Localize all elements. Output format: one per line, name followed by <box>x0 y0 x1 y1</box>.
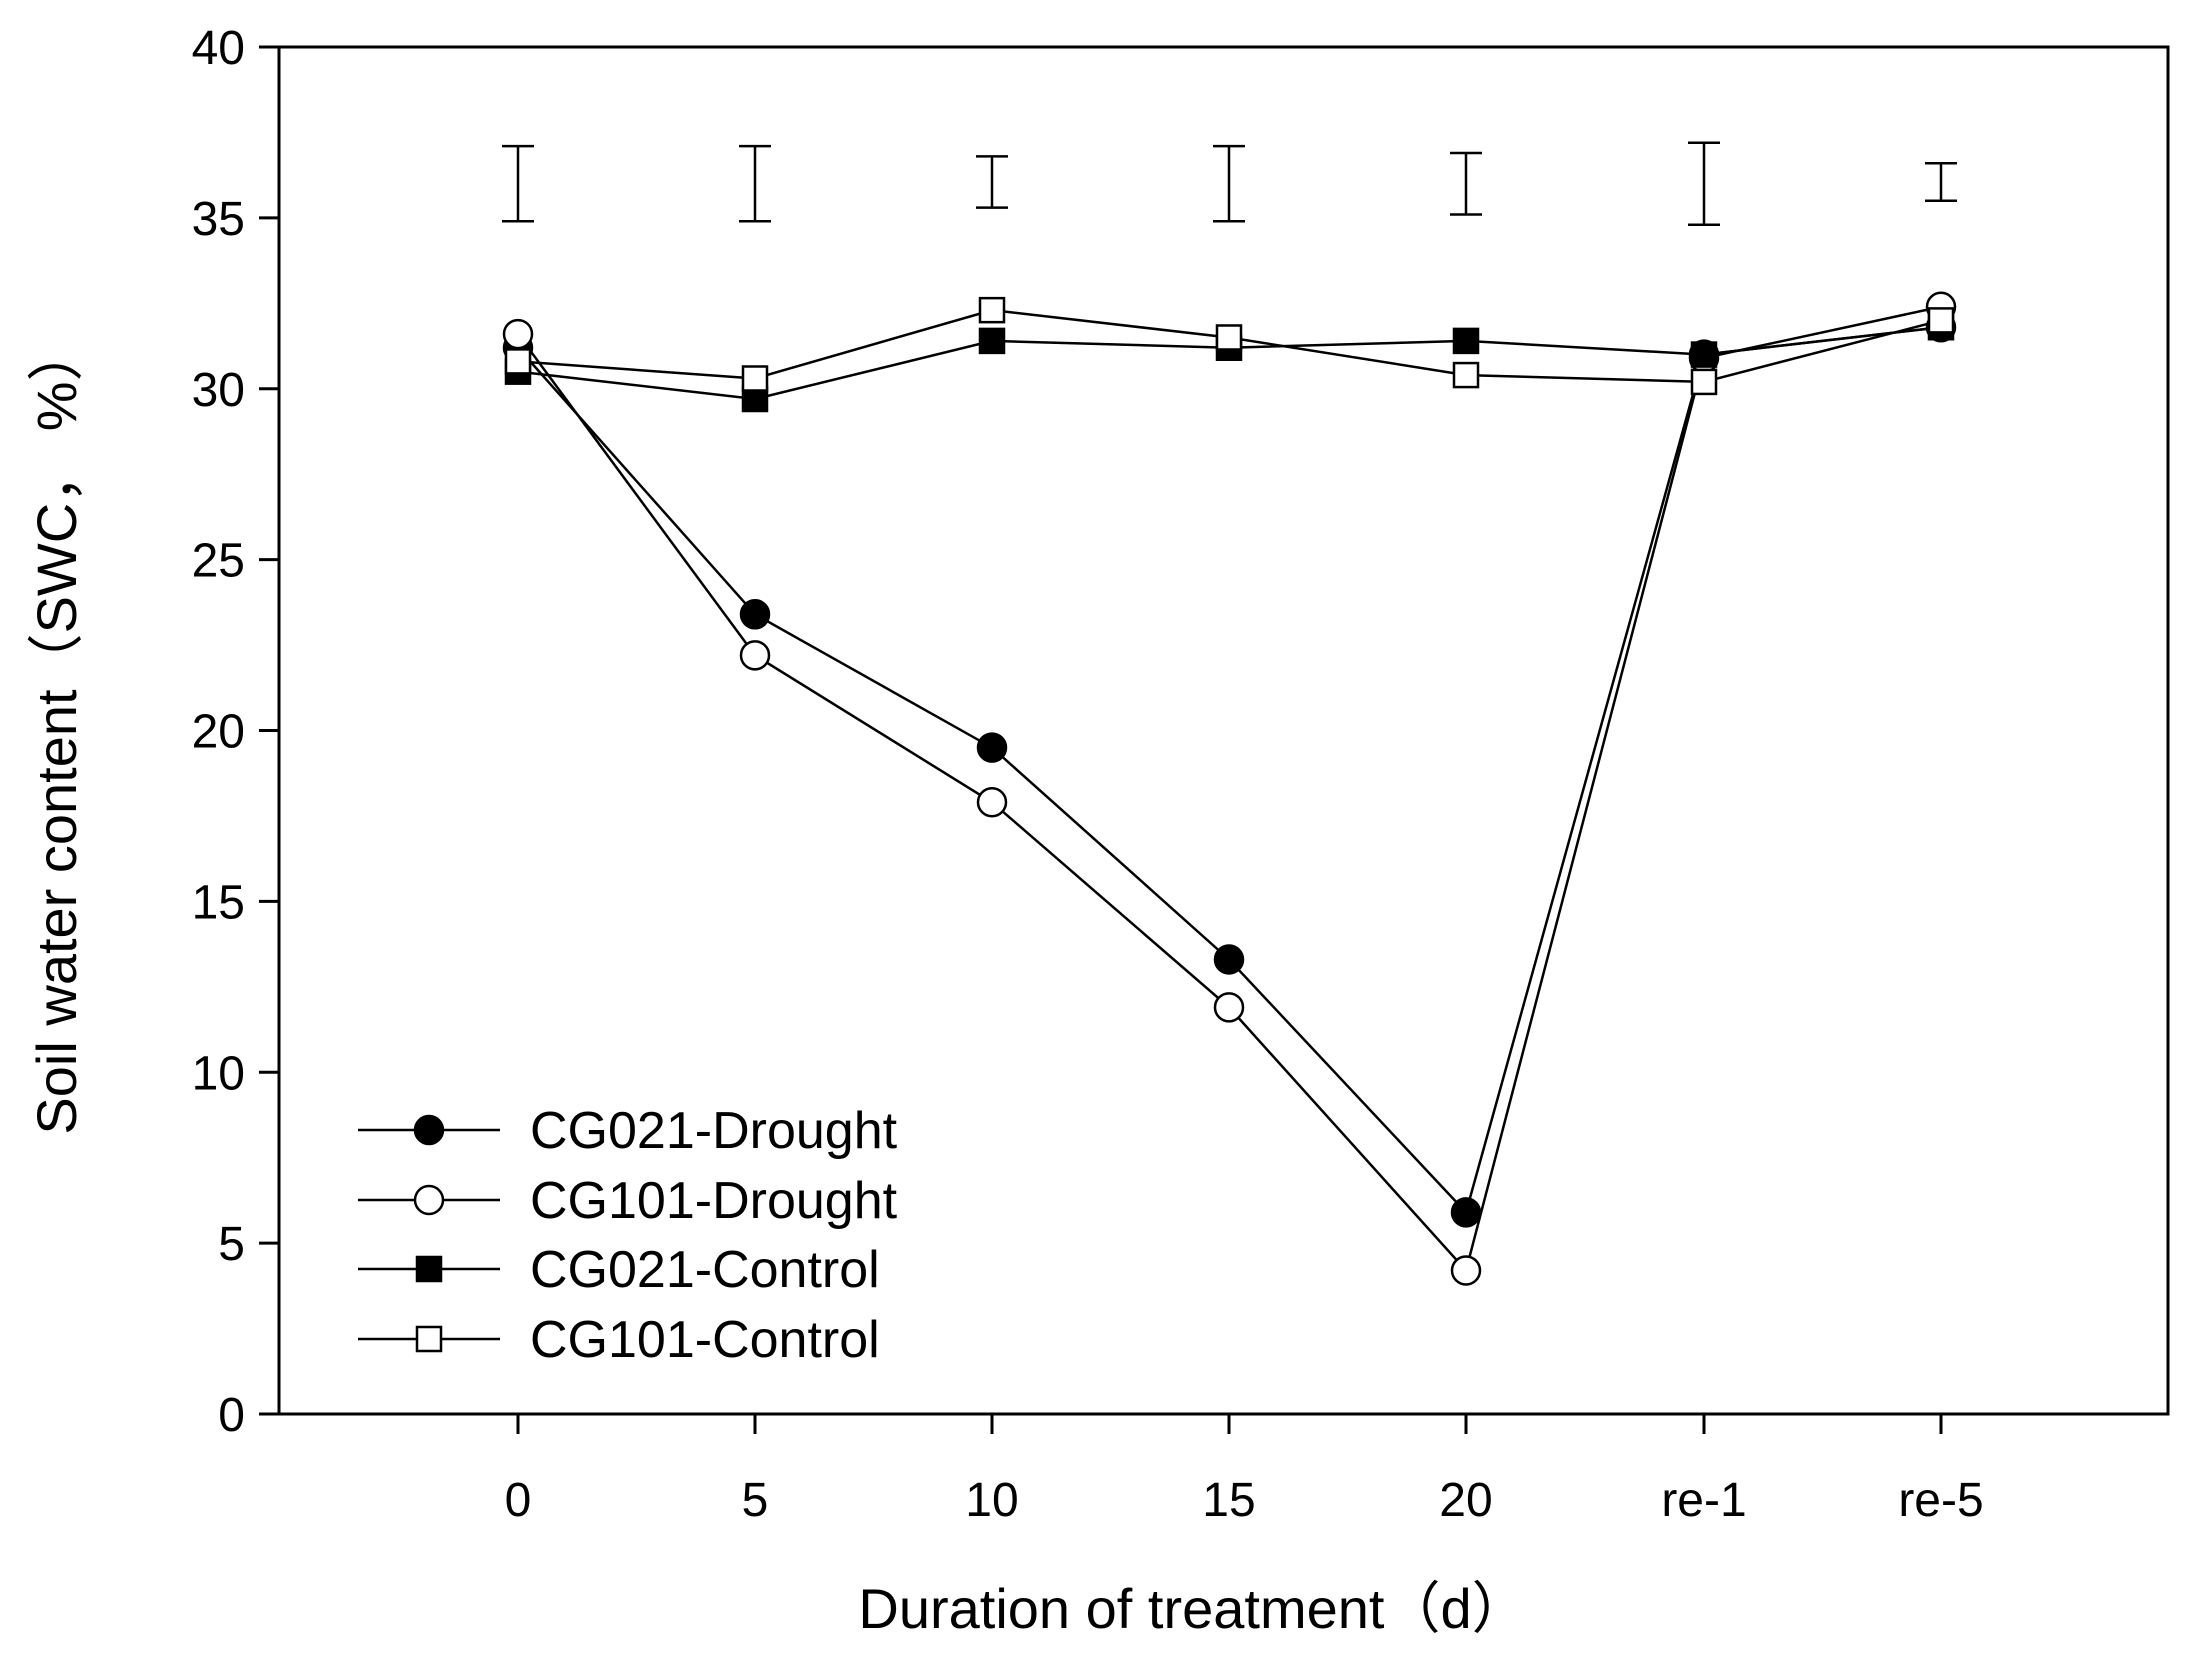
lsd-bar <box>1925 161 1957 203</box>
lsd-bar <box>1213 144 1245 223</box>
data-point <box>1213 992 1245 1023</box>
x-tick-label: re-1 <box>1661 1474 1746 1527</box>
legend-label: CG021-Drought <box>530 1102 898 1160</box>
legend-label: CG021-Control <box>530 1241 880 1299</box>
legend-label: CG101-Control <box>530 1311 880 1369</box>
data-point <box>739 640 771 671</box>
data-point <box>1213 944 1245 975</box>
legend-item: CG021-Control <box>358 1241 880 1299</box>
y-axis: 0 5 10 15 20 25 30 35 40 <box>192 22 279 1442</box>
data-point <box>978 296 1006 324</box>
lsd-bars <box>502 141 1957 226</box>
x-tick-label: 0 <box>505 1474 532 1527</box>
data-point <box>741 365 769 392</box>
legend-label: CG101-Drought <box>530 1172 898 1230</box>
lsd-bar <box>1450 151 1482 216</box>
legend-marker <box>413 1114 445 1146</box>
legend-item: CG101-Drought <box>358 1172 898 1230</box>
y-tick-label: 5 <box>218 1218 245 1271</box>
legend-marker <box>415 1255 443 1283</box>
lsd-bar <box>502 144 534 223</box>
legend-marker <box>413 1184 445 1216</box>
series-layer <box>502 291 1957 1286</box>
data-point <box>1690 368 1718 396</box>
legend: CG021-Drought CG101-Drought CG021-Control C… <box>358 1102 898 1369</box>
y-tick-label: 40 <box>192 22 245 75</box>
y-tick-label: 10 <box>192 1047 245 1100</box>
legend-item: CG021-Drought <box>358 1102 898 1160</box>
data-point <box>1452 361 1480 389</box>
y-tick-label: 15 <box>192 876 245 929</box>
lsd-bar <box>976 155 1008 209</box>
x-axis: 0 5 10 15 20 re-1 re-5 <box>505 1414 1984 1527</box>
data-point <box>1690 341 1718 368</box>
data-point <box>976 732 1008 763</box>
lsd-bar <box>1688 141 1720 226</box>
y-tick-label: 35 <box>192 193 245 246</box>
data-point <box>739 599 771 630</box>
data-point <box>504 348 532 375</box>
x-tick-label: 20 <box>1439 1474 1492 1527</box>
y-axis-title: Soil water content（SWC， %） <box>25 325 88 1134</box>
legend-marker <box>415 1325 443 1353</box>
x-tick-label: 5 <box>742 1474 769 1527</box>
series-markers-cg101-control <box>504 296 1955 396</box>
x-tick-label: 15 <box>1202 1474 1255 1527</box>
y-tick-label: 30 <box>192 364 245 417</box>
data-point <box>976 787 1008 818</box>
data-point <box>1450 1197 1482 1228</box>
data-point <box>502 318 534 350</box>
y-tick-label: 25 <box>192 535 245 588</box>
data-point <box>1450 1255 1482 1286</box>
data-point <box>1452 327 1480 355</box>
data-point <box>1215 324 1243 351</box>
data-point <box>978 327 1006 355</box>
data-point <box>1927 307 1955 334</box>
x-axis-title: Duration of treatment（d） <box>858 1577 1527 1640</box>
legend-item: CG101-Control <box>358 1311 880 1369</box>
y-tick-label: 20 <box>192 706 245 759</box>
x-tick-label: re-5 <box>1898 1474 1983 1527</box>
x-tick-label: 10 <box>965 1474 1018 1527</box>
lsd-bar <box>739 144 771 223</box>
y-tick-label: 0 <box>218 1389 245 1442</box>
